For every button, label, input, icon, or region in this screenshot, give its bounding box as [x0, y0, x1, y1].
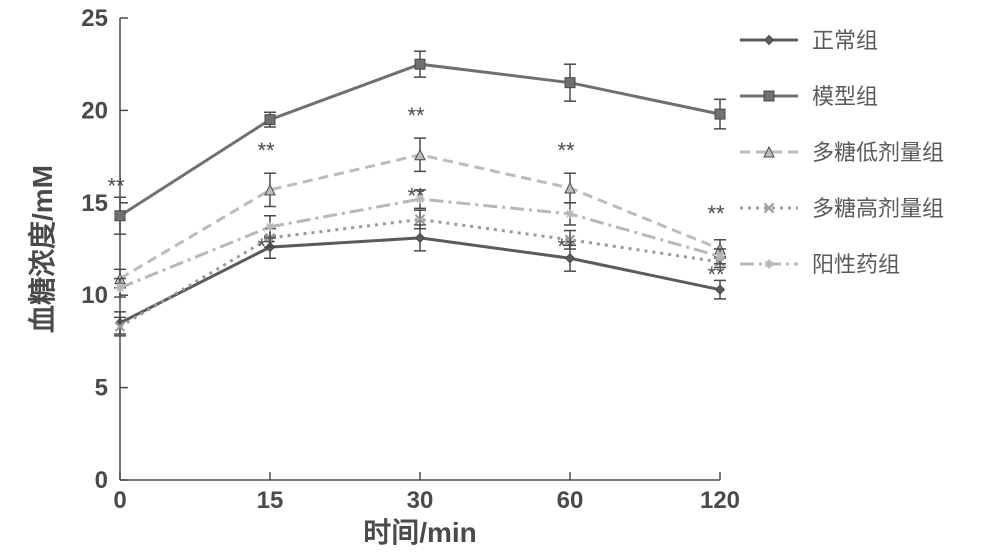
legend-item-normal: 正常组: [740, 28, 878, 53]
legend-label: 正常组: [812, 28, 878, 53]
x-tick-label: 120: [700, 487, 740, 514]
y-tick-label: 0: [95, 467, 108, 494]
x-tick-label: 0: [113, 487, 126, 514]
legend-label: 阳性药组: [812, 252, 900, 277]
legend-item-high_dose: 多糖高剂量组: [740, 196, 944, 221]
significance-marker: **: [557, 234, 575, 259]
y-tick-label: 10: [81, 282, 108, 309]
y-tick-label: 5: [95, 375, 108, 402]
legend-label: 模型组: [812, 84, 878, 109]
y-axis-label: 血糖浓度/mM: [26, 165, 58, 333]
legend-item-positive: 阳性药组: [740, 252, 900, 277]
x-tick-label: 30: [407, 487, 434, 514]
line-chart: 0 5 10 15 20 25 0 15 30 60 120 血糖浓度/mM 时间/min ** ** ** *…: [0, 0, 1000, 557]
x-axis-label: 时间/min: [363, 517, 477, 548]
series-normal: [114, 225, 726, 334]
y-tick-label: 20: [81, 97, 108, 124]
legend-item-low_dose: 多糖低剂量组: [740, 140, 944, 165]
legend-item-model: 模型组: [740, 84, 878, 109]
x-tick-label: 60: [557, 487, 584, 514]
significance-marker: **: [707, 262, 725, 287]
y-tick-label: 25: [81, 5, 108, 32]
significance-marker: **: [557, 138, 575, 163]
significance-marker: **: [407, 103, 425, 128]
x-tick-label: 15: [257, 487, 284, 514]
legend-label: 多糖低剂量组: [812, 140, 944, 165]
y-tick-label: 15: [81, 190, 108, 217]
legend-label: 多糖高剂量组: [812, 196, 944, 221]
significance-marker: **: [257, 138, 275, 163]
significance-marker: **: [707, 201, 725, 226]
significance-marker: **: [107, 174, 125, 199]
chart-container: 0 5 10 15 20 25 0 15 30 60 120 血糖浓度/mM 时间/min ** ** ** *…: [0, 0, 1000, 557]
legend: 正常组模型组多糖低剂量组多糖高剂量组阳性药组: [740, 28, 944, 277]
